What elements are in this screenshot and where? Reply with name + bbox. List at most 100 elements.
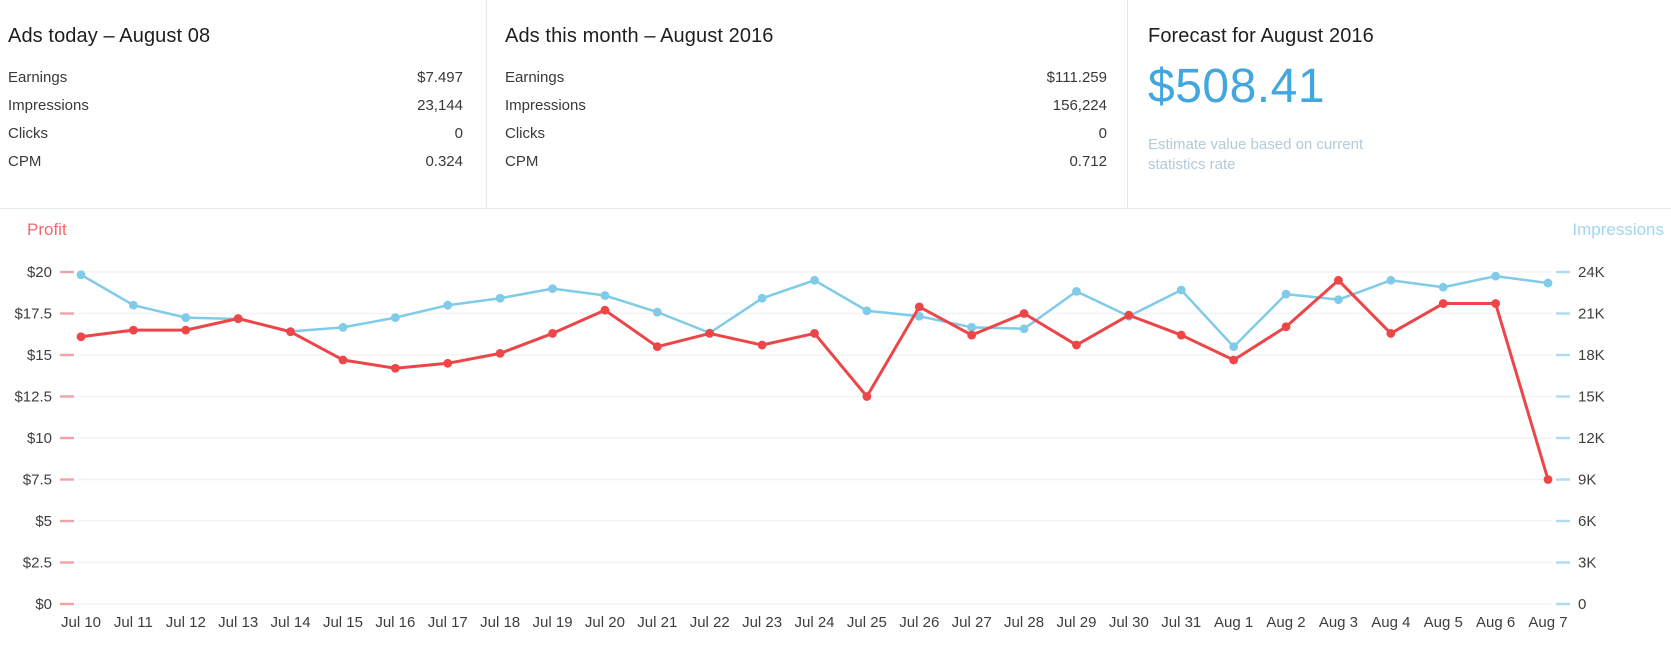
stats-row: Ads today – August 08 Earnings $7.497 Impr… bbox=[0, 0, 1671, 209]
stat-value: 0 bbox=[1098, 124, 1107, 142]
panel-ads-month: Ads this month – August 2016 Earnings $11… bbox=[487, 0, 1128, 208]
x-axis-label: Jul 21 bbox=[637, 614, 677, 631]
left-axis-label: $2.5 bbox=[23, 555, 52, 572]
data-point-impressions bbox=[652, 307, 662, 317]
x-axis-label: Aug 4 bbox=[1371, 614, 1410, 631]
data-point-impressions bbox=[1543, 278, 1553, 288]
x-axis-label: Jul 14 bbox=[271, 614, 311, 631]
data-point-profit bbox=[1072, 340, 1081, 350]
x-axis-label: Jul 18 bbox=[480, 614, 520, 631]
data-point-profit bbox=[1438, 299, 1448, 308]
forecast-value: $508.41 bbox=[1148, 60, 1326, 113]
x-axis-label: Jul 20 bbox=[585, 614, 625, 631]
x-axis-label: Aug 6 bbox=[1476, 614, 1515, 631]
profit-impressions-chart: $20 24K $17.5 21K $15 18K $12.5 15K $10 12K $7.5 9K… bbox=[0, 209, 1671, 647]
x-axis-label: Jul 11 bbox=[114, 614, 153, 631]
data-point-impressions bbox=[1334, 295, 1343, 305]
data-point-profit bbox=[495, 348, 505, 358]
stat-row: CPM 0.324 bbox=[8, 147, 463, 175]
data-point-profit bbox=[128, 325, 138, 335]
x-axis-label: Jul 31 bbox=[1161, 614, 1201, 631]
data-point-impressions bbox=[757, 293, 767, 303]
x-axis-label: Jul 23 bbox=[742, 614, 782, 631]
stat-label: CPM bbox=[505, 152, 539, 170]
left-axis-label: $5 bbox=[35, 513, 52, 530]
panel-ads-today: Ads today – August 08 Earnings $7.497 Impr… bbox=[0, 0, 487, 208]
x-axis-label: Jul 24 bbox=[794, 614, 834, 631]
data-point-profit bbox=[810, 329, 819, 338]
stat-label: CPM bbox=[8, 152, 42, 170]
panel-ads-month-title: Ads this month – August 2016 bbox=[505, 25, 774, 47]
left-axis-label: $15 bbox=[27, 347, 52, 364]
data-point-impressions bbox=[1072, 286, 1081, 296]
data-point-impressions bbox=[1176, 285, 1186, 295]
stat-row: Clicks 0 bbox=[8, 119, 463, 147]
x-axis-label: Aug 3 bbox=[1319, 614, 1358, 631]
data-point-impressions bbox=[810, 275, 819, 285]
right-axis-label: 3K bbox=[1578, 555, 1596, 572]
stat-value: 156,224 bbox=[1052, 96, 1107, 114]
data-point-impressions bbox=[1019, 324, 1029, 334]
data-point-impressions bbox=[967, 322, 977, 332]
data-point-profit bbox=[1386, 329, 1396, 338]
stat-row: Impressions 156,224 bbox=[505, 91, 1107, 119]
x-axis-label: Jul 28 bbox=[1004, 614, 1044, 631]
data-point-impressions bbox=[1281, 289, 1291, 299]
data-point-profit bbox=[1543, 475, 1553, 484]
x-axis-label: Jul 22 bbox=[690, 614, 730, 631]
data-point-profit bbox=[652, 342, 662, 352]
stat-value: 23,144 bbox=[417, 96, 463, 114]
stat-value: 0.712 bbox=[1069, 152, 1107, 170]
stat-row: CPM 0.712 bbox=[505, 147, 1107, 175]
data-point-profit bbox=[443, 358, 453, 368]
data-point-profit bbox=[705, 329, 715, 338]
data-point-impressions bbox=[128, 300, 138, 310]
data-point-profit bbox=[76, 332, 86, 342]
stat-label: Impressions bbox=[8, 96, 89, 114]
data-point-profit bbox=[862, 392, 872, 401]
x-axis-label: Jul 10 bbox=[61, 614, 101, 631]
data-point-impressions bbox=[1438, 282, 1448, 292]
left-axis-label: $7.5 bbox=[23, 472, 52, 489]
right-axis-label: 6K bbox=[1578, 513, 1596, 530]
x-axis-label: Jul 13 bbox=[218, 614, 258, 631]
x-axis-label: Jul 16 bbox=[375, 614, 415, 631]
right-axis-label: 18K bbox=[1578, 347, 1605, 364]
data-point-profit bbox=[1281, 322, 1291, 332]
x-axis-label: Jul 12 bbox=[166, 614, 206, 631]
stat-value: 0 bbox=[454, 124, 463, 142]
data-point-impressions bbox=[600, 291, 610, 300]
stat-row: Impressions 23,144 bbox=[8, 91, 463, 119]
x-axis-label: Jul 30 bbox=[1109, 614, 1149, 631]
panel-ads-month-rows: Earnings $111.259 Impressions 156,224 Clicks… bbox=[505, 63, 1107, 175]
stat-row: Clicks 0 bbox=[505, 119, 1107, 147]
right-axis-label: 12K bbox=[1578, 430, 1605, 447]
panel-forecast: Forecast for August 2016 $508.41 Estimat… bbox=[1128, 0, 1671, 208]
data-point-profit bbox=[338, 355, 348, 365]
x-axis-label: Aug 1 bbox=[1214, 614, 1253, 631]
stat-row: Earnings $7.497 bbox=[8, 63, 463, 91]
data-point-impressions bbox=[1386, 275, 1396, 285]
x-axis-label: Jul 25 bbox=[847, 614, 887, 631]
stat-label: Earnings bbox=[8, 68, 68, 86]
x-axis-label: Jul 17 bbox=[428, 614, 468, 631]
data-point-impressions bbox=[1229, 342, 1239, 352]
data-point-profit bbox=[757, 340, 767, 350]
left-axis-label: $12.5 bbox=[14, 389, 52, 406]
left-axis-label: $20 bbox=[27, 264, 52, 281]
stat-label: Clicks bbox=[505, 124, 545, 142]
data-point-profit bbox=[181, 325, 191, 335]
stat-label: Clicks bbox=[8, 124, 48, 142]
x-axis-label: Jul 15 bbox=[323, 614, 363, 631]
stat-value: $7.497 bbox=[417, 68, 463, 86]
data-point-profit bbox=[914, 302, 924, 312]
right-axis-label: 9K bbox=[1578, 472, 1596, 489]
legend-profit: Profit bbox=[27, 220, 67, 239]
chart-canvas[interactable]: $20 24K $17.5 21K $15 18K $12.5 15K $10 12K $7.5 9K… bbox=[0, 209, 1671, 647]
left-axis-label: $0 bbox=[35, 596, 52, 613]
data-point-impressions bbox=[181, 313, 191, 323]
data-point-profit bbox=[286, 327, 295, 337]
data-point-profit bbox=[1491, 299, 1501, 308]
data-point-impressions bbox=[548, 284, 557, 293]
